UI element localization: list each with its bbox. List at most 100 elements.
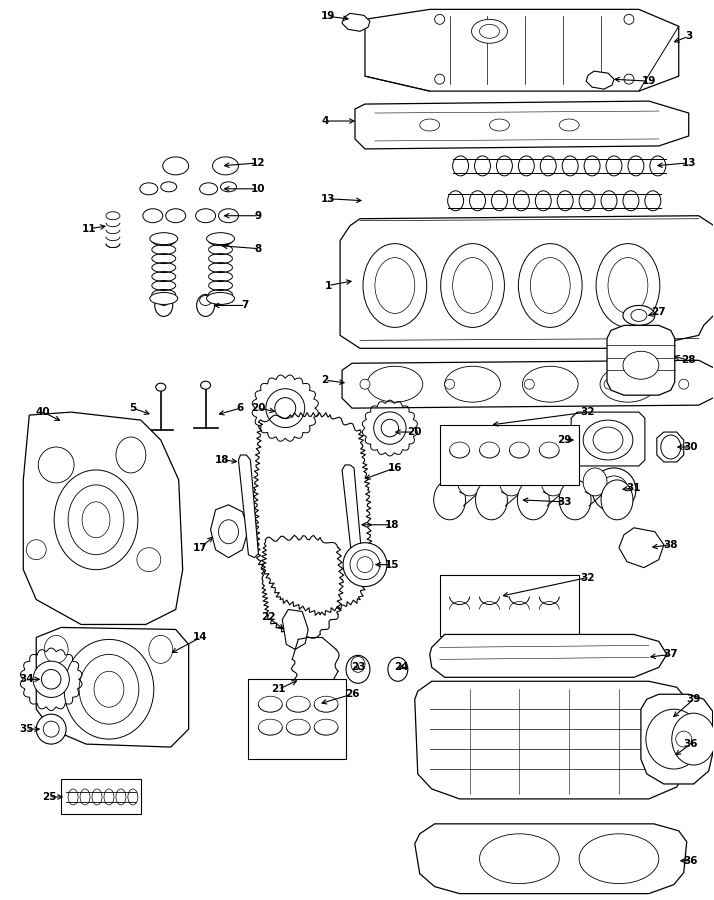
Text: 24: 24	[395, 662, 409, 672]
Ellipse shape	[206, 233, 234, 245]
Polygon shape	[415, 681, 687, 799]
Ellipse shape	[628, 156, 644, 176]
Text: 13: 13	[321, 194, 336, 203]
Text: 30: 30	[683, 442, 698, 452]
Ellipse shape	[161, 182, 176, 192]
Ellipse shape	[496, 156, 513, 176]
Text: 6: 6	[237, 403, 244, 413]
Ellipse shape	[275, 398, 296, 418]
Polygon shape	[430, 634, 667, 678]
Ellipse shape	[445, 366, 501, 402]
Text: 36: 36	[683, 739, 698, 749]
Polygon shape	[238, 455, 258, 558]
Ellipse shape	[448, 191, 463, 211]
Polygon shape	[607, 326, 675, 395]
Text: 33: 33	[557, 497, 571, 507]
Ellipse shape	[601, 191, 617, 211]
Ellipse shape	[150, 233, 178, 245]
Ellipse shape	[92, 789, 102, 805]
Text: 39: 39	[686, 694, 701, 704]
Ellipse shape	[200, 295, 211, 305]
Ellipse shape	[156, 383, 166, 392]
Ellipse shape	[645, 191, 661, 211]
Text: 23: 23	[351, 662, 366, 672]
Ellipse shape	[196, 294, 214, 317]
Text: 28: 28	[681, 356, 696, 365]
Ellipse shape	[44, 635, 68, 663]
Bar	[61, 779, 141, 814]
Ellipse shape	[150, 292, 178, 304]
Text: 36: 36	[683, 856, 698, 866]
Text: 9: 9	[255, 211, 262, 220]
Ellipse shape	[607, 483, 621, 497]
Text: 27: 27	[651, 308, 666, 318]
Ellipse shape	[116, 437, 146, 472]
Text: 29: 29	[557, 435, 571, 445]
Ellipse shape	[458, 468, 481, 496]
Ellipse shape	[346, 655, 370, 683]
Ellipse shape	[559, 119, 579, 131]
Ellipse shape	[579, 833, 659, 884]
Ellipse shape	[41, 670, 61, 689]
Text: 18: 18	[385, 520, 399, 530]
Text: 35: 35	[19, 724, 34, 734]
Ellipse shape	[94, 671, 124, 707]
Ellipse shape	[518, 244, 582, 328]
Ellipse shape	[140, 183, 158, 194]
Ellipse shape	[445, 379, 455, 389]
Ellipse shape	[601, 480, 633, 520]
Ellipse shape	[480, 24, 500, 39]
Ellipse shape	[600, 366, 656, 402]
Polygon shape	[619, 527, 664, 568]
Ellipse shape	[513, 191, 529, 211]
Text: 20: 20	[251, 403, 266, 413]
Ellipse shape	[541, 468, 565, 496]
Ellipse shape	[650, 156, 665, 176]
Ellipse shape	[166, 209, 186, 222]
Polygon shape	[340, 216, 714, 348]
Text: 32: 32	[580, 407, 594, 417]
Text: 12: 12	[251, 158, 266, 168]
Text: 19: 19	[321, 12, 336, 22]
Ellipse shape	[470, 191, 486, 211]
Ellipse shape	[64, 639, 154, 739]
Ellipse shape	[80, 789, 90, 805]
Ellipse shape	[218, 209, 238, 222]
Text: 2: 2	[321, 375, 328, 385]
Ellipse shape	[206, 292, 234, 304]
Ellipse shape	[143, 209, 163, 222]
Polygon shape	[641, 694, 713, 784]
Ellipse shape	[471, 19, 508, 43]
Ellipse shape	[536, 191, 551, 211]
Ellipse shape	[26, 540, 46, 560]
Text: 16: 16	[388, 463, 402, 473]
Ellipse shape	[453, 156, 468, 176]
Polygon shape	[342, 14, 370, 32]
Text: 4: 4	[321, 116, 329, 126]
Ellipse shape	[343, 543, 387, 587]
Ellipse shape	[475, 156, 491, 176]
Ellipse shape	[367, 366, 423, 402]
Text: 26: 26	[345, 689, 359, 699]
Polygon shape	[586, 71, 614, 89]
Polygon shape	[24, 412, 183, 625]
Ellipse shape	[68, 485, 124, 554]
Ellipse shape	[583, 468, 607, 496]
Ellipse shape	[163, 157, 188, 175]
Text: 15: 15	[385, 560, 399, 570]
Ellipse shape	[196, 209, 216, 222]
Ellipse shape	[363, 244, 427, 328]
Ellipse shape	[624, 14, 634, 24]
Ellipse shape	[623, 351, 659, 379]
Bar	[440, 574, 579, 636]
Ellipse shape	[435, 14, 445, 24]
Ellipse shape	[675, 731, 692, 747]
Polygon shape	[657, 432, 684, 462]
Ellipse shape	[266, 389, 305, 428]
Ellipse shape	[54, 470, 138, 570]
Ellipse shape	[441, 244, 504, 328]
Ellipse shape	[381, 419, 398, 436]
Ellipse shape	[518, 156, 534, 176]
Ellipse shape	[200, 183, 218, 194]
Ellipse shape	[518, 480, 549, 520]
